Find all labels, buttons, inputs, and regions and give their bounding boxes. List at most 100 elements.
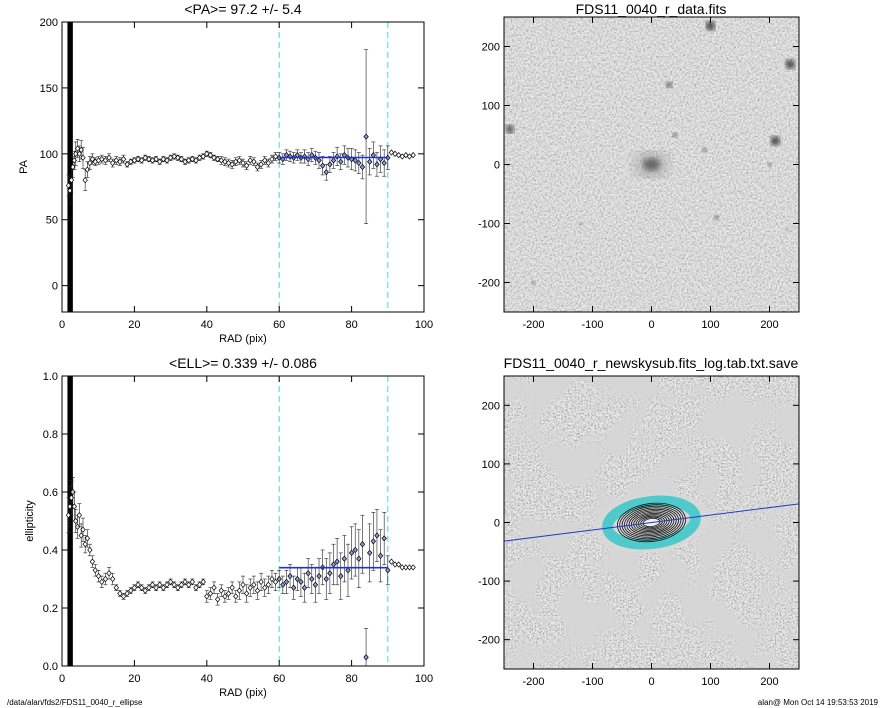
source-blob [702, 147, 707, 153]
ell-title: <ELL>= 0.339 +/- 0.086 [169, 355, 317, 371]
pa-point [142, 154, 148, 161]
pa-ytick-label: 50 [46, 215, 58, 227]
pa-point [164, 157, 170, 164]
ell-point [233, 593, 239, 600]
ell-plot-area [65, 376, 416, 666]
pa-point [175, 154, 181, 161]
ell-point [247, 584, 253, 591]
ell-point [338, 572, 344, 580]
galaxy-core [643, 158, 660, 171]
ell-point [215, 596, 221, 603]
ell-point [283, 578, 290, 586]
pa-point [367, 158, 373, 165]
pa-xtick-label: 40 [201, 319, 213, 331]
ell-point [334, 558, 340, 565]
ell-point [178, 581, 185, 588]
ell-point [276, 575, 282, 583]
pa-ytick-label: 0 [52, 281, 58, 293]
ell-point [396, 561, 402, 568]
skysub-image-ytick-label: -100 [478, 576, 500, 588]
ell-xtick-label: 20 [128, 673, 140, 685]
pa-axes-frame [61, 21, 425, 313]
data-image-xtick-label: 200 [760, 319, 778, 331]
ell-point [80, 526, 86, 533]
ell-point [388, 558, 395, 565]
pa-point [356, 159, 362, 167]
pa-ytick-label: 100 [40, 149, 58, 161]
pa-point [200, 153, 206, 160]
ell-point [193, 584, 199, 591]
ell-point [110, 575, 116, 583]
ell-ytick-label: 1.0 [43, 371, 58, 383]
ell-point [106, 570, 112, 577]
ell-xlabel: RAD (pix) [219, 687, 267, 699]
ell-xtick-label: 100 [415, 673, 433, 685]
data-image-xtick-label: 100 [701, 319, 719, 331]
ell-point [196, 581, 203, 588]
pa-point [236, 157, 243, 164]
ell-series-1 [276, 509, 391, 666]
source-blob [506, 125, 514, 133]
pa-point [240, 159, 246, 167]
pa-xtick-label: 60 [273, 319, 285, 331]
pa-point [68, 177, 75, 184]
ell-point [258, 578, 264, 586]
source-blob [579, 221, 583, 226]
data-image-title: FDS11_0040_r_data.fits [576, 1, 727, 17]
ell-point [265, 581, 271, 588]
skysub-image-ytick-label: 0 [494, 518, 500, 530]
pa-ticks: 0 20 40 60 80 100 0 50 100 150 200 [40, 17, 434, 331]
skysub-image-xtick-label: 0 [648, 676, 654, 688]
ell-point [327, 570, 333, 577]
pa-line [504, 503, 799, 542]
ell-point [309, 575, 315, 583]
pa-series-2 [388, 149, 416, 160]
pa-point [254, 163, 261, 171]
pa-point [352, 157, 358, 164]
ell-point [403, 564, 409, 571]
pa-point [287, 153, 293, 160]
pa-point [316, 157, 322, 164]
skysub-image-xtick-label: -100 [581, 676, 603, 688]
pa-point [193, 157, 199, 164]
ell-point [236, 587, 243, 594]
data-image-ytick-label: -200 [478, 278, 500, 290]
pa-point [87, 159, 93, 167]
skysub-image-xtick-label: 200 [760, 676, 778, 688]
source-blob [531, 280, 536, 285]
ell-point [84, 535, 90, 542]
pa-xtick-label: 20 [128, 319, 140, 331]
skysub-image-ticks: -200 -100 0 100 200 -200 -100 0 100 200 [478, 376, 799, 688]
data-image-xtick-label: 0 [648, 319, 654, 331]
ell-point [182, 578, 188, 586]
pa-point [117, 158, 123, 165]
ell-point [301, 584, 308, 591]
source-blob [705, 21, 716, 31]
pa-ytick-label: 200 [40, 17, 58, 29]
ell-axes-frame [61, 375, 425, 667]
ell-point [128, 587, 134, 594]
skysub-image-panel: FDS11_0040_r_newskysub.fits_log.tab.txt.… [478, 355, 800, 688]
ell-point [87, 546, 93, 554]
ell-point [381, 535, 387, 542]
data-image-xtick-label: -100 [581, 319, 603, 331]
data-image-sources [506, 21, 795, 296]
data-image-ticks: -200 -100 0 100 200 -200 -100 0 100 200 [478, 17, 799, 331]
ell-point [78, 532, 84, 539]
ell-point [363, 654, 369, 661]
data-image [504, 17, 799, 312]
pa-point [363, 133, 369, 140]
pa-point [327, 161, 333, 168]
data-image-panel: FDS11_0040_r_data.fits -200 -100 0 100 200-2… [478, 1, 800, 331]
source-blob [632, 293, 636, 296]
pa-point [262, 157, 268, 164]
ell-xtick-label: 80 [345, 673, 357, 685]
ell-point [131, 584, 138, 591]
pa-point [243, 162, 250, 169]
ell-xtick-label: 0 [59, 673, 65, 685]
ell-point [352, 546, 358, 554]
ell-point [243, 590, 250, 597]
pa-point [410, 151, 416, 159]
ell-point [312, 581, 319, 588]
